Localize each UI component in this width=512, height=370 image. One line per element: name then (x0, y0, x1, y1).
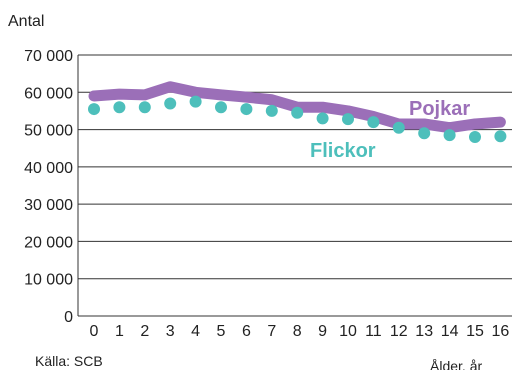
data-point-flickor (342, 113, 354, 126)
x-axis-label: Ålder, år (430, 358, 482, 370)
series-layer (88, 81, 507, 144)
x-tick-label: 3 (166, 323, 175, 340)
x-tick-label: 11 (365, 323, 382, 340)
data-point-flickor (189, 95, 202, 108)
y-tick-label: 0 (64, 309, 73, 326)
x-tick-label: 14 (441, 323, 459, 340)
x-tick-label: 7 (267, 323, 276, 340)
data-point-flickor (88, 103, 100, 116)
series-label-flickor: Flickor (310, 140, 376, 162)
data-point-flickor (367, 116, 380, 129)
y-tick-label: 40 000 (24, 160, 73, 177)
y-tick-label: 50 000 (24, 123, 73, 140)
x-tick-label: 4 (191, 323, 200, 340)
series-label-pojkar: Pojkar (409, 98, 470, 120)
y-tick-label: 10 000 (24, 272, 73, 289)
data-point-flickor (443, 129, 456, 142)
data-point-flickor (418, 127, 431, 140)
data-point-flickor (494, 130, 507, 143)
data-point-flickor (316, 112, 329, 125)
x-tick-label: 13 (415, 323, 433, 340)
x-tick-label: 2 (140, 323, 149, 340)
data-point-flickor (265, 104, 278, 117)
data-point-flickor (138, 101, 151, 114)
data-point-flickor (240, 103, 253, 116)
x-tick-label: 9 (318, 323, 327, 340)
y-tick-label: 60 000 (24, 85, 73, 102)
data-point-flickor (469, 131, 481, 144)
y-tick-label: 30 000 (24, 197, 73, 214)
x-tick-label: 6 (242, 323, 251, 340)
y-tick-label: 20 000 (24, 234, 73, 251)
data-point-flickor (215, 101, 227, 114)
data-point-flickor (113, 101, 126, 114)
x-tick-label: 15 (466, 323, 484, 340)
x-tick-label: 8 (293, 323, 302, 340)
data-point-flickor (164, 97, 177, 110)
data-point-flickor (392, 121, 405, 134)
y-tick-label: 70 000 (24, 48, 73, 65)
data-point-flickor (291, 106, 304, 119)
y-axis-label: Antal (8, 13, 44, 30)
x-tick-labels: 0 1 2 3 4 5 6 7 8 9 10 11 12 13 14 15 16 (90, 323, 510, 340)
x-tick-label: 1 (115, 323, 124, 340)
x-tick-label: 0 (90, 323, 99, 340)
source-note: Källa: SCB (35, 353, 103, 369)
x-tick-label: 10 (339, 323, 357, 340)
x-tick-label: 12 (390, 323, 408, 340)
x-tick-label: 16 (492, 323, 510, 340)
x-tick-label: 5 (217, 323, 226, 340)
y-tick-labels: 0 10 000 20 000 30 000 40 000 50 000 60 000 70 … (24, 48, 73, 326)
